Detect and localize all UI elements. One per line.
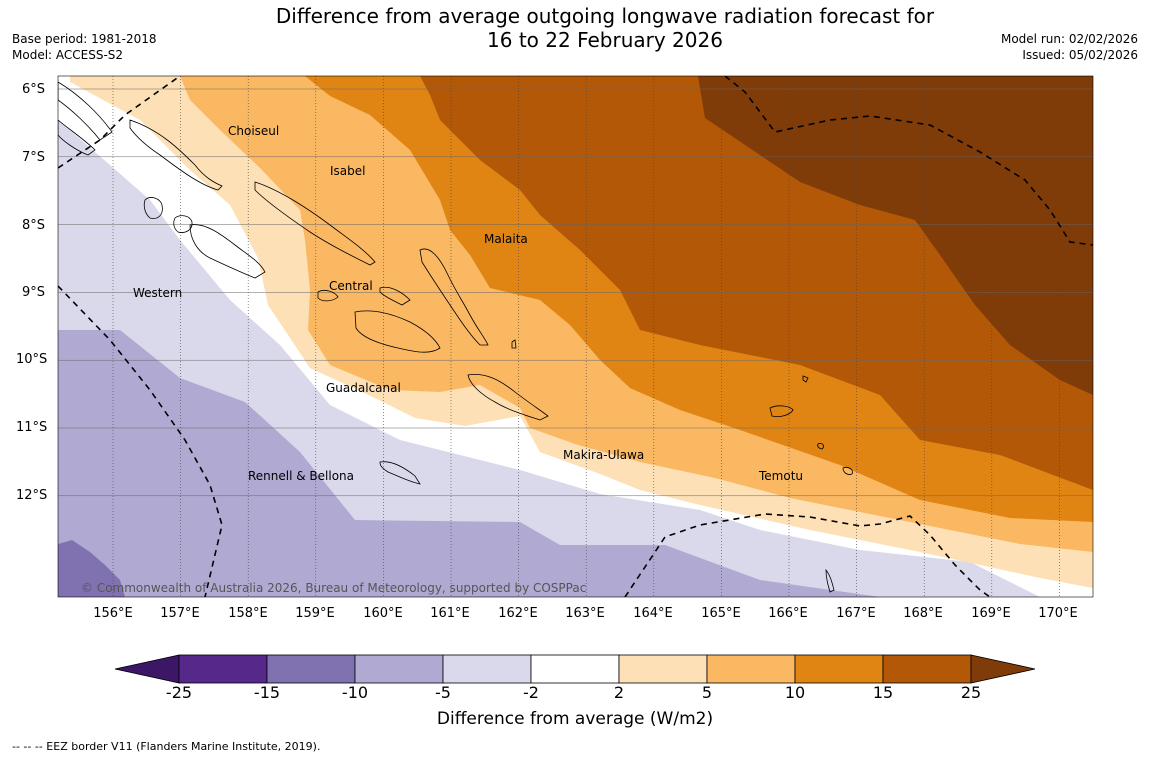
lon-label-163e: 163°E bbox=[565, 606, 605, 621]
lon-label-160e: 160°E bbox=[363, 606, 403, 621]
colorbar-extend-low bbox=[114, 654, 180, 684]
eez-legend-note: -- -- -- EEZ border V11 (Flanders Marine… bbox=[12, 740, 321, 753]
colorbar-tick-label: 10 bbox=[784, 683, 806, 702]
region-label-isabel: Isabel bbox=[330, 164, 366, 178]
region-label-rennell-bellona: Rennell & Bellona bbox=[248, 469, 355, 483]
copyright-notice: © Commonwealth of Australia 2026, Bureau… bbox=[81, 581, 587, 595]
model-name: Model: ACCESS-S2 bbox=[12, 48, 124, 62]
colorbar-segment bbox=[706, 654, 796, 684]
base-period: Base period: 1981-2018 bbox=[12, 32, 157, 46]
colorbar-tick-label: 2 bbox=[613, 683, 625, 702]
lon-label-166e: 166°E bbox=[768, 606, 808, 621]
model-run: Model run: 02/02/2026 bbox=[1000, 32, 1138, 46]
colorbar-tick-label: 5 bbox=[701, 683, 713, 702]
colorbar-tick-label: -2 bbox=[523, 683, 539, 702]
colorbar-segment bbox=[794, 654, 884, 684]
colorbar-segment bbox=[442, 654, 532, 684]
colorbar-segment bbox=[530, 654, 620, 684]
colorbar-tick-label: 25 bbox=[960, 683, 982, 702]
meta-left: Base period: 1981-2018 Model: ACCESS-S2 bbox=[12, 31, 157, 63]
map-frame bbox=[57, 75, 1094, 598]
lon-label-167e: 167°E bbox=[836, 606, 876, 621]
title-line-1: Difference from average outgoing longwav… bbox=[275, 4, 935, 28]
colorbar-title: Difference from average (W/m2) bbox=[436, 709, 714, 729]
lat-label-10s: 10°S bbox=[16, 352, 48, 367]
island-outlines bbox=[58, 81, 853, 593]
lon-label-162e: 162°E bbox=[498, 606, 538, 621]
lon-label-156e: 156°E bbox=[93, 606, 133, 621]
contour-layer bbox=[58, 76, 1093, 597]
region-label-western: Western bbox=[133, 286, 183, 300]
colorbar-tick-label: -5 bbox=[435, 683, 451, 702]
colorbar bbox=[114, 654, 1036, 684]
colorbar-tick-label: -10 bbox=[341, 683, 369, 702]
band-neg15-neg10 bbox=[58, 540, 125, 597]
lat-label-12s: 12°S bbox=[16, 488, 48, 503]
lon-label-164e: 164°E bbox=[633, 606, 673, 621]
meta-right: Model run: 02/02/2026 Issued: 05/02/2026 bbox=[1001, 31, 1138, 63]
lat-label-7s: 7°S bbox=[22, 150, 46, 165]
lon-label-170e: 170°E bbox=[1038, 606, 1078, 621]
colorbar-tick-label: -25 bbox=[165, 683, 193, 702]
graticule bbox=[58, 76, 1093, 597]
lat-label-6s: 6°S bbox=[22, 82, 46, 97]
lon-label-158e: 158°E bbox=[228, 606, 268, 621]
region-label-makira-ulawa: Makira-Ulawa bbox=[563, 448, 645, 462]
lat-label-9s: 9°S bbox=[22, 285, 46, 300]
lat-label-8s: 8°S bbox=[22, 218, 46, 233]
colorbar-segment bbox=[178, 654, 268, 684]
region-label-central: Central bbox=[329, 279, 373, 293]
region-label-guadalcanal: Guadalcanal bbox=[326, 381, 401, 395]
lon-label-157e: 157°E bbox=[160, 606, 200, 621]
lon-label-169e: 169°E bbox=[971, 606, 1011, 621]
colorbar-segment bbox=[618, 654, 708, 684]
colorbar-segment bbox=[354, 654, 444, 684]
region-label-malaita: Malaita bbox=[484, 232, 528, 246]
chart-title: Difference from average outgoing longwav… bbox=[260, 4, 950, 52]
band-neg10-neg5 bbox=[58, 330, 880, 597]
lon-label-161e: 161°E bbox=[430, 606, 470, 621]
colorbar-extend-high bbox=[970, 654, 1036, 684]
colorbar-segment bbox=[266, 654, 356, 684]
lon-label-159e: 159°E bbox=[295, 606, 335, 621]
colorbar-tick-label: -15 bbox=[253, 683, 281, 702]
region-label-temotu: Temotu bbox=[759, 469, 804, 483]
lon-label-165e: 165°E bbox=[701, 606, 741, 621]
colorbar-segment bbox=[882, 654, 972, 684]
eez-border bbox=[58, 76, 1093, 597]
region-label-choiseul: Choiseul bbox=[228, 124, 280, 138]
band-above-pos25 bbox=[698, 76, 1093, 395]
issued-date: Issued: 05/02/2026 bbox=[1022, 48, 1138, 62]
title-line-2: 16 to 22 February 2026 bbox=[487, 28, 723, 52]
lat-label-11s: 11°S bbox=[16, 420, 48, 435]
colorbar-tick-label: 15 bbox=[872, 683, 894, 702]
lon-label-168e: 168°E bbox=[903, 606, 943, 621]
